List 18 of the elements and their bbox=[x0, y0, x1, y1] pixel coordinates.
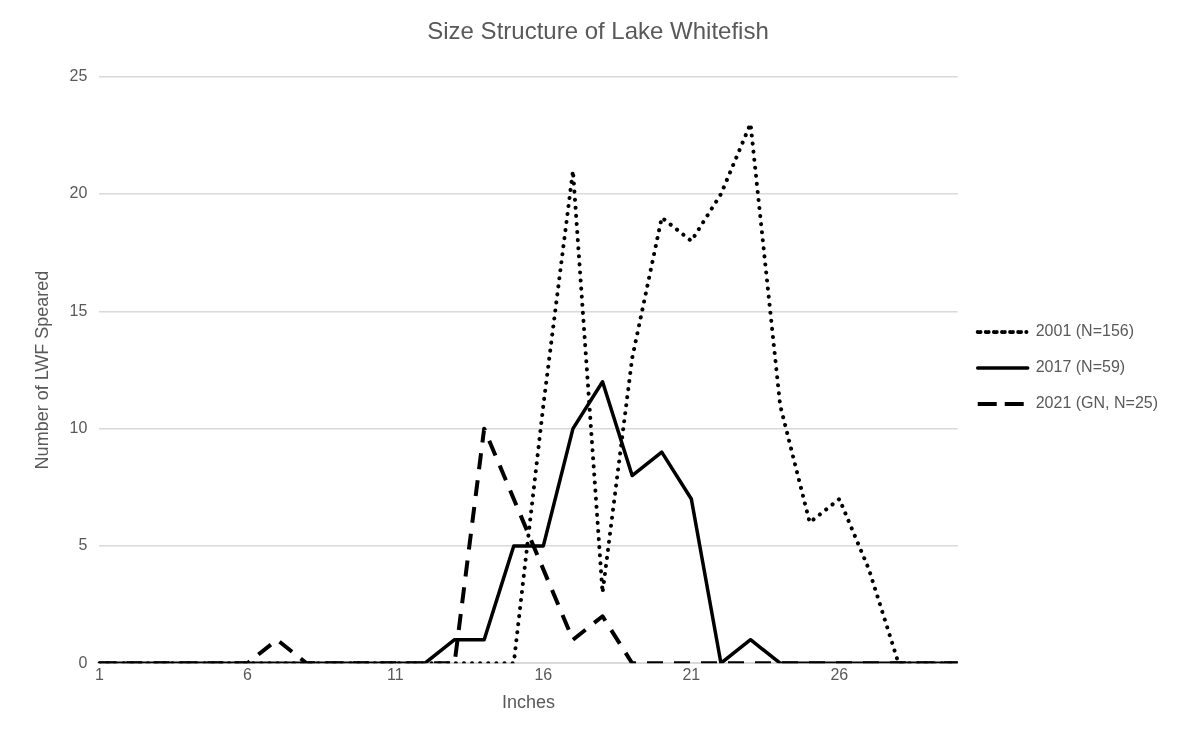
legend-label: 2021 (GN, N=25) bbox=[1035, 394, 1158, 412]
x-tick-label: 1 bbox=[94, 666, 104, 684]
y-tick-label: 5 bbox=[78, 536, 88, 554]
y-axis-title: Number of LWF Speared bbox=[31, 270, 52, 470]
chart-title: Size Structure of Lake Whitefish bbox=[427, 17, 769, 45]
x-tick-label: 6 bbox=[242, 666, 252, 684]
legend-label: 2017 (N=59) bbox=[1035, 358, 1126, 376]
y-tick-label: 25 bbox=[69, 67, 88, 85]
x-tick-label: 21 bbox=[682, 666, 701, 684]
x-tick-label: 11 bbox=[387, 666, 404, 684]
y-tick-label: 15 bbox=[69, 301, 88, 319]
legend-label: 2001 (N=156) bbox=[1035, 322, 1135, 340]
y-tick-label: 10 bbox=[69, 419, 88, 437]
x-tick-label: 26 bbox=[830, 666, 849, 684]
y-tick-label: 0 bbox=[78, 653, 88, 671]
x-axis-title: Inches bbox=[502, 692, 556, 713]
x-tick-label: 16 bbox=[534, 666, 553, 684]
y-tick-label: 20 bbox=[69, 184, 88, 202]
